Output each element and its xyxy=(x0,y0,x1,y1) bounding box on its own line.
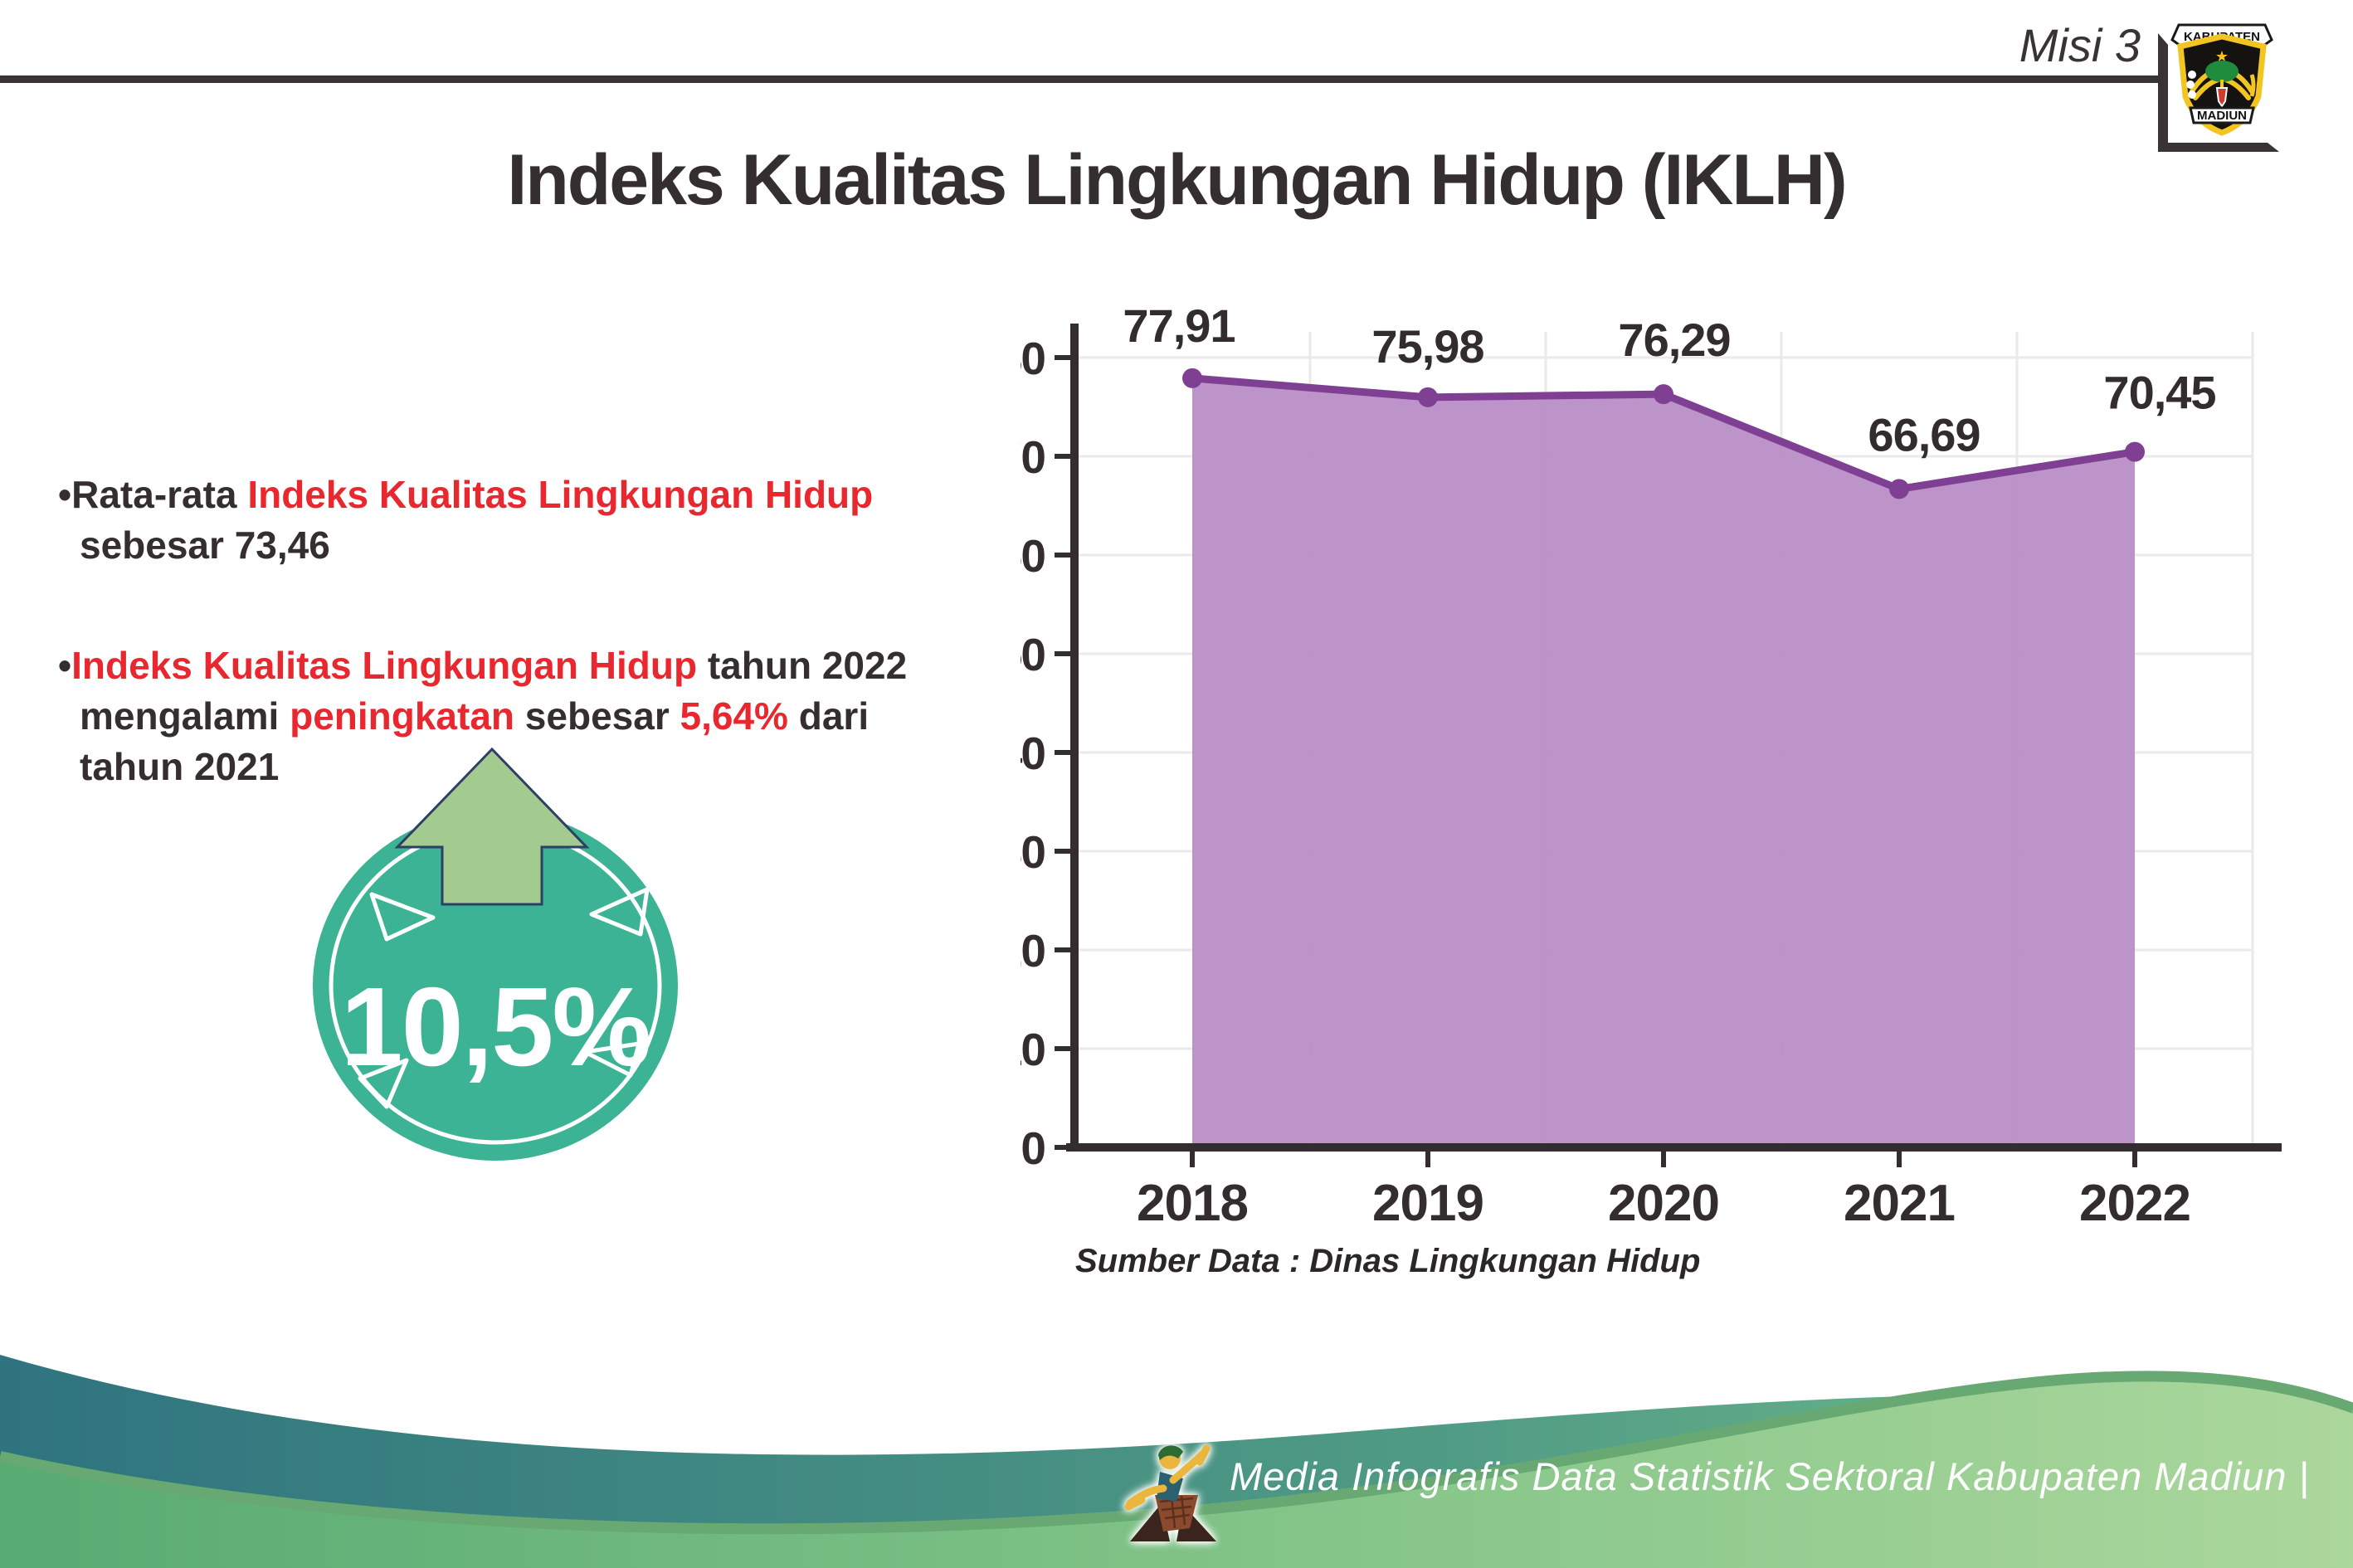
y-tick-label: 40 xyxy=(1021,728,1045,779)
highlight-text: Indeks Kualitas Lingkungan Hidup xyxy=(71,644,698,687)
badge-value: 10,5% xyxy=(341,964,650,1089)
y-tick-label: 20 xyxy=(1021,925,1045,976)
badge-accent-triangle xyxy=(369,892,436,942)
data-point-marker xyxy=(1889,479,1909,499)
data-label: 66,69 xyxy=(1868,408,1980,460)
data-point-marker xyxy=(1418,387,1438,407)
logo-cotton xyxy=(2186,80,2195,89)
y-tick-label: 10 xyxy=(1021,1024,1045,1075)
data-point-marker xyxy=(1654,384,1673,405)
x-tick-label: 2021 xyxy=(1844,1175,1955,1232)
body-text: mengalami xyxy=(80,694,290,738)
logo-cotton xyxy=(2188,90,2196,99)
mascot-dancer-icon xyxy=(1124,1444,1216,1541)
highlight-text: 5,64% xyxy=(680,694,788,738)
footer-caption: Media Infografis Data Statistik Sektoral… xyxy=(1230,1454,2310,1498)
highlight-text: peningkatan xyxy=(290,694,515,738)
footer-green-hill xyxy=(0,1381,2353,1568)
badge-accent-triangle xyxy=(582,1041,641,1078)
logo-wheat xyxy=(2249,74,2256,97)
page-title: Indeks Kualitas Lingkungan Hidup (IKLH) xyxy=(507,139,1847,220)
body-text: • xyxy=(58,644,72,687)
y-tick-label: 80 xyxy=(1021,333,1045,384)
body-text: • xyxy=(58,473,72,516)
kabupaten-madiun-logo-icon: KABUPATEN ★ MADIUN xyxy=(2170,23,2273,136)
data-label: 75,98 xyxy=(1371,320,1483,373)
logo-frame-vertical xyxy=(2158,33,2168,152)
insight-line: tahun 2021 xyxy=(58,742,1037,792)
highlight-text: Indeks Kualitas Lingkungan Hidup xyxy=(247,473,874,516)
body-text: sebesar xyxy=(514,694,680,738)
logo-cotton xyxy=(2188,71,2196,79)
logo-banner-bottom-text: MADIUN xyxy=(2197,109,2247,123)
header-rule xyxy=(0,75,2161,83)
logo-frame-horizontal xyxy=(2158,143,2279,152)
insight-line: sebesar 73,46 xyxy=(58,520,1037,571)
mascot-sarong xyxy=(1155,1495,1198,1531)
y-tick-label: 70 xyxy=(1021,431,1045,483)
x-tick-label: 2018 xyxy=(1137,1175,1248,1232)
area-fill xyxy=(1192,377,2135,1148)
badge-accent-triangle xyxy=(358,1058,409,1109)
body-text: sebesar 73,46 xyxy=(80,523,330,567)
body-text: Rata-rata xyxy=(71,473,248,516)
source-note: Sumber Data : Dinas Lingkungan Hidup xyxy=(1075,1243,1701,1279)
mascot-hat xyxy=(1158,1445,1183,1460)
footer-hill-edge xyxy=(0,1371,2353,1536)
insight-bullet-average: •Rata-rata Indeks Kualitas Lingkungan Hi… xyxy=(58,470,1037,571)
mission-label: Misi 3 xyxy=(2019,19,2141,71)
mascot-arms xyxy=(1124,1444,1211,1511)
y-tick-label: 0 xyxy=(1021,1122,1045,1174)
x-tick-label: 2019 xyxy=(1372,1175,1483,1232)
data-label: 77,91 xyxy=(1123,299,1235,352)
increase-badge: 10,5% xyxy=(313,747,678,1161)
logo-banner-bottom xyxy=(2189,106,2255,124)
x-tick-label: 2020 xyxy=(1608,1175,1719,1232)
y-tick-label: 50 xyxy=(1021,629,1045,680)
body-text: tahun 2021 xyxy=(80,745,280,789)
logo-wings xyxy=(2190,67,2254,100)
data-label: 70,45 xyxy=(2103,367,2215,419)
insight-bullet-increase: •Indeks Kualitas Lingkungan Hidup tahun … xyxy=(58,640,1037,793)
insight-line: mengalami peningkatan sebesar 5,64% dari xyxy=(58,691,1037,742)
data-point-marker xyxy=(2125,441,2145,462)
badge-accent-triangle xyxy=(589,887,650,937)
y-tick-label: 30 xyxy=(1021,826,1045,878)
x-tick-label: 2022 xyxy=(2079,1175,2190,1232)
body-text: tahun 2022 xyxy=(697,644,908,687)
y-tick-label: 60 xyxy=(1021,530,1045,582)
logo-tree xyxy=(2205,61,2239,82)
badge-circle xyxy=(313,811,678,1161)
iklh-chart: 0 10 20 30 40 50 60 70 80 2018 2019 2020 2021 2022 77,… xyxy=(1021,299,2282,1232)
insight-line: •Indeks Kualitas Lingkungan Hidup tahun … xyxy=(58,640,1037,691)
body-text: dari xyxy=(787,694,870,738)
logo-center-shield xyxy=(2215,87,2229,108)
insight-line: •Rata-rata Indeks Kualitas Lingkungan Hi… xyxy=(58,470,1037,520)
data-label: 76,29 xyxy=(1618,314,1730,366)
up-arrow-icon xyxy=(394,747,590,906)
logo-star: ★ xyxy=(2215,48,2229,65)
data-point-marker xyxy=(1182,368,1202,388)
